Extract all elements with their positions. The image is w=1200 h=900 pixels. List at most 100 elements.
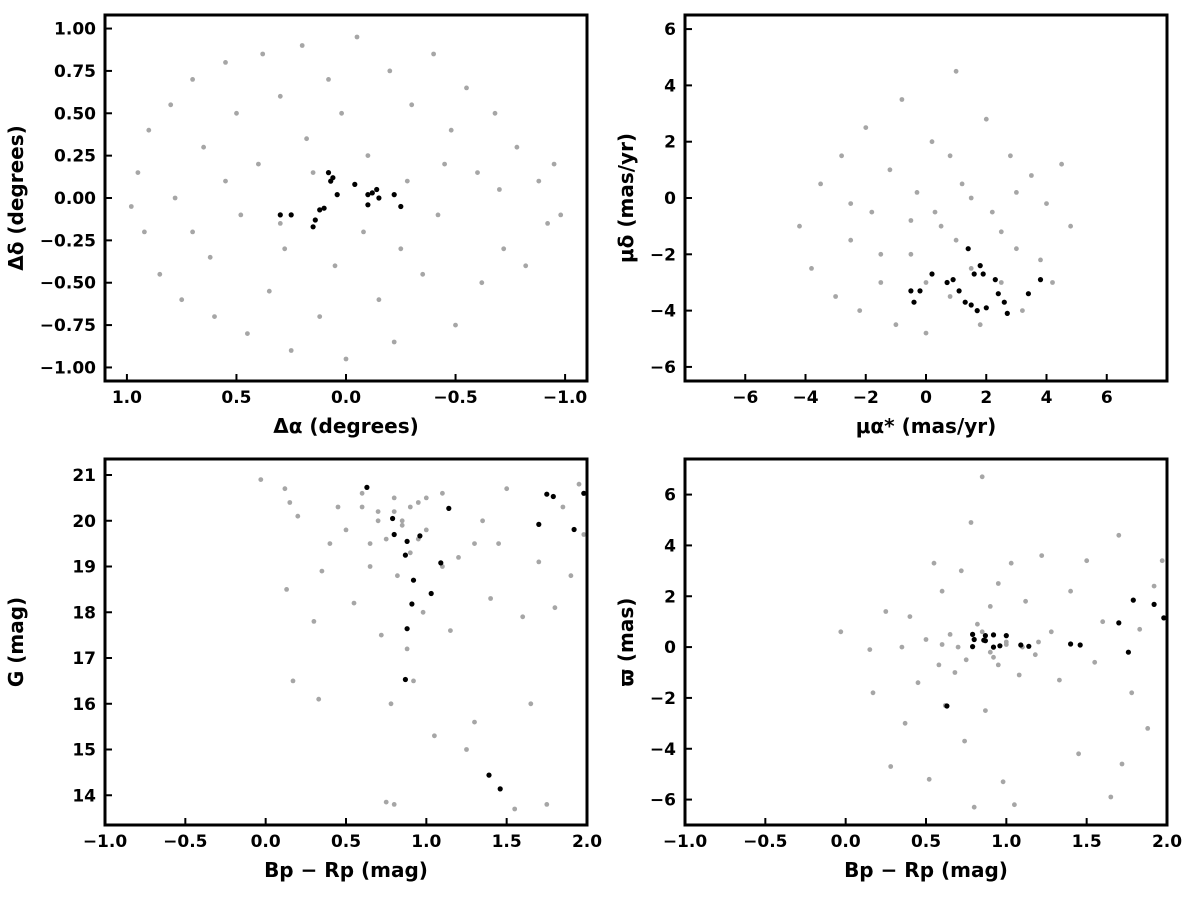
- field-point: [492, 110, 498, 116]
- field-point: [867, 647, 873, 652]
- member-point: [982, 638, 989, 644]
- member-point: [550, 493, 556, 500]
- field-point: [501, 246, 507, 252]
- field-point: [383, 536, 389, 542]
- y-axis-label: Δδ (degrees): [4, 125, 28, 271]
- field-point: [128, 204, 134, 209]
- field-point: [991, 654, 996, 660]
- field-point: [1059, 161, 1064, 167]
- field-point: [953, 68, 959, 74]
- field-point: [971, 804, 977, 810]
- field-point: [959, 181, 965, 187]
- y-tick-label: 15: [72, 741, 96, 761]
- field-point: [1020, 308, 1025, 313]
- field-point: [1159, 558, 1165, 564]
- field-point: [1057, 677, 1062, 683]
- x-tick-label: 1.0: [991, 832, 1021, 852]
- field-point: [902, 720, 908, 726]
- field-point: [987, 649, 993, 655]
- y-tick-label: −0.25: [40, 231, 96, 251]
- y-tick-label: −0.50: [40, 274, 96, 294]
- member-point: [917, 288, 923, 294]
- field-point: [963, 657, 969, 663]
- field-point: [504, 486, 510, 492]
- field-point: [295, 513, 301, 519]
- field-point: [968, 266, 974, 271]
- field-point: [1039, 553, 1045, 558]
- field-point: [512, 806, 518, 812]
- field-point: [915, 680, 921, 686]
- field-point: [1003, 642, 1009, 647]
- field-point: [947, 153, 953, 159]
- field-point: [995, 662, 1001, 668]
- x-tick-label: 0.0: [251, 832, 281, 852]
- field-point: [479, 280, 485, 286]
- field-point: [277, 221, 283, 226]
- member-point: [486, 772, 492, 778]
- field-point: [1048, 629, 1054, 635]
- member-point: [438, 560, 444, 566]
- member-point: [929, 271, 935, 277]
- field-point: [472, 719, 477, 725]
- field-point: [552, 605, 558, 611]
- y-tick-label: −1.00: [40, 358, 96, 378]
- field-point: [317, 314, 323, 319]
- field-point: [404, 178, 410, 184]
- member-point: [398, 203, 404, 210]
- field-point: [432, 733, 437, 739]
- field-point: [936, 662, 942, 668]
- field-point: [354, 34, 360, 40]
- y-tick-label: 1.00: [54, 20, 96, 40]
- field-point: [1108, 794, 1114, 800]
- field-point: [448, 628, 453, 633]
- x-tick-label: 1.0: [112, 388, 142, 408]
- field-point: [939, 588, 945, 594]
- field-point: [376, 297, 382, 303]
- member-point: [417, 533, 423, 539]
- x-tick-label: 2.0: [1152, 832, 1182, 852]
- member-point: [977, 263, 983, 269]
- field-point: [179, 297, 185, 303]
- field-point: [958, 568, 964, 574]
- member-point: [428, 590, 434, 597]
- field-point: [423, 495, 429, 501]
- field-point: [282, 486, 288, 492]
- x-tick-label: 0: [920, 388, 932, 408]
- field-point: [1092, 659, 1098, 665]
- field-point: [1050, 280, 1055, 285]
- field-point: [407, 550, 413, 556]
- member-point: [328, 178, 334, 184]
- field-point: [343, 527, 349, 533]
- field-point: [420, 271, 426, 277]
- field-point: [1145, 726, 1151, 731]
- field-point: [870, 690, 876, 696]
- member-point: [404, 626, 410, 632]
- field-point: [223, 178, 228, 184]
- field-point: [1008, 560, 1014, 566]
- field-point: [282, 246, 288, 252]
- member-point: [352, 181, 358, 187]
- field-point: [310, 170, 316, 176]
- field-point: [361, 229, 366, 235]
- field-point: [288, 348, 294, 353]
- member-point: [1130, 597, 1136, 603]
- field-point: [975, 621, 980, 627]
- field-point: [869, 209, 875, 215]
- field-point: [528, 701, 534, 707]
- member-point: [402, 676, 408, 683]
- x-tick-label: 2: [980, 388, 992, 408]
- member-point: [995, 291, 1001, 297]
- y-tick-label: 2: [664, 587, 676, 607]
- member-point: [956, 288, 962, 294]
- y-tick-label: 4: [664, 536, 676, 556]
- field-point: [1137, 626, 1143, 632]
- member-point: [950, 277, 956, 283]
- member-point: [971, 636, 977, 643]
- field-point: [947, 294, 953, 299]
- field-point: [953, 237, 959, 243]
- field-point: [1036, 639, 1041, 645]
- field-point: [407, 504, 413, 510]
- field-point: [319, 568, 325, 574]
- field-point: [1016, 672, 1022, 678]
- member-point: [1037, 277, 1044, 283]
